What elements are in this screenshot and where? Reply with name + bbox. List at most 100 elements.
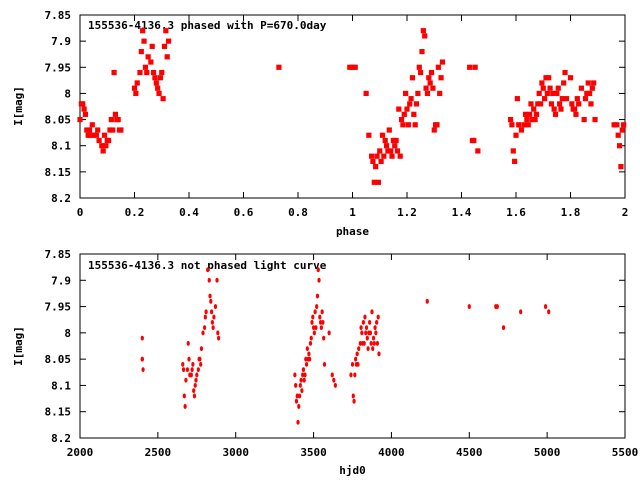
data-point <box>546 75 552 81</box>
data-point <box>216 330 220 336</box>
x-tick-label: 0.2 <box>125 206 145 219</box>
data-point <box>427 80 433 86</box>
data-point <box>313 309 317 315</box>
y-axis-label: I[mag] <box>12 86 25 126</box>
data-point <box>548 101 555 107</box>
data-point <box>322 335 326 341</box>
data-point <box>312 330 316 336</box>
data-point <box>361 319 365 325</box>
data-point <box>356 362 360 367</box>
data-point <box>314 325 318 330</box>
data-point <box>316 267 320 273</box>
data-point <box>375 179 381 185</box>
data-point <box>423 85 429 91</box>
data-point <box>371 335 376 341</box>
y-tick-label: 7.95 <box>45 301 72 314</box>
data-point <box>547 85 553 91</box>
data-point <box>215 277 219 283</box>
data-point <box>298 383 302 388</box>
data-point <box>543 75 549 81</box>
data-point <box>589 85 595 91</box>
data-point <box>525 122 531 128</box>
data-point <box>189 372 193 378</box>
data-point <box>137 69 143 76</box>
data-point <box>495 304 499 309</box>
data-point <box>390 137 396 144</box>
data-point <box>322 362 327 367</box>
data-point <box>419 49 425 55</box>
data-point <box>142 64 148 70</box>
data-point <box>370 158 376 164</box>
data-point <box>366 346 370 352</box>
data-point <box>145 54 151 60</box>
data-point <box>501 325 506 330</box>
data-point <box>216 335 221 341</box>
data-point <box>588 101 594 107</box>
data-point <box>376 314 380 320</box>
data-point <box>365 335 369 341</box>
y-tick-label: 7.95 <box>45 61 72 74</box>
x-tick-label: 1.2 <box>397 206 417 219</box>
data-point <box>317 277 321 283</box>
data-point <box>294 383 298 388</box>
data-point <box>409 75 416 81</box>
data-point <box>347 64 353 70</box>
x-tick-label: 1.8 <box>561 206 581 219</box>
data-point <box>585 80 591 86</box>
data-point <box>611 122 617 128</box>
data-point <box>148 59 154 65</box>
data-point <box>396 106 402 112</box>
data-point <box>431 127 437 133</box>
data-point <box>198 356 202 362</box>
y-tick-label: 8.1 <box>51 140 71 153</box>
plot-frame <box>79 14 626 199</box>
data-point <box>471 137 477 144</box>
data-point <box>535 101 541 107</box>
data-point <box>363 314 367 320</box>
data-point <box>364 325 369 330</box>
data-point <box>208 293 212 299</box>
data-point <box>358 340 362 346</box>
unphased-light-curve-panel: 2000 2500 3000 3500 4000 4500 5000 5500 7.85 7.9 7… <box>12 248 638 477</box>
x-tick-label: 0.8 <box>288 206 308 219</box>
data-point <box>299 377 303 383</box>
data-point <box>581 116 587 123</box>
data-point <box>543 304 548 309</box>
data-point <box>315 293 320 299</box>
data-point <box>155 85 161 91</box>
data-point <box>537 101 544 107</box>
data-point <box>393 137 399 144</box>
data-point <box>301 367 306 373</box>
data-point <box>439 59 446 65</box>
data-points <box>77 28 627 185</box>
data-point <box>467 64 473 70</box>
data-point <box>133 90 139 97</box>
data-point <box>512 158 518 164</box>
data-point <box>438 75 444 81</box>
data-point <box>619 127 625 133</box>
data-point <box>373 164 379 170</box>
x-tick-label: 0.6 <box>234 206 254 219</box>
data-point <box>96 137 102 144</box>
data-point <box>350 362 355 367</box>
data-point <box>555 85 561 91</box>
data-point <box>293 372 297 378</box>
data-point <box>371 346 375 352</box>
data-point <box>140 356 144 362</box>
data-point <box>368 153 375 159</box>
data-point <box>207 277 211 283</box>
data-point <box>377 351 381 357</box>
data-point <box>140 28 146 34</box>
data-point <box>195 372 199 378</box>
data-point <box>300 388 304 394</box>
data-point <box>294 398 299 404</box>
data-point <box>159 69 165 76</box>
data-point <box>616 143 623 149</box>
data-point <box>318 314 322 320</box>
data-point <box>377 148 383 154</box>
data-point <box>307 351 311 357</box>
data-point <box>531 106 537 112</box>
data-point <box>404 106 410 112</box>
data-point <box>519 309 523 315</box>
data-point <box>204 309 208 315</box>
